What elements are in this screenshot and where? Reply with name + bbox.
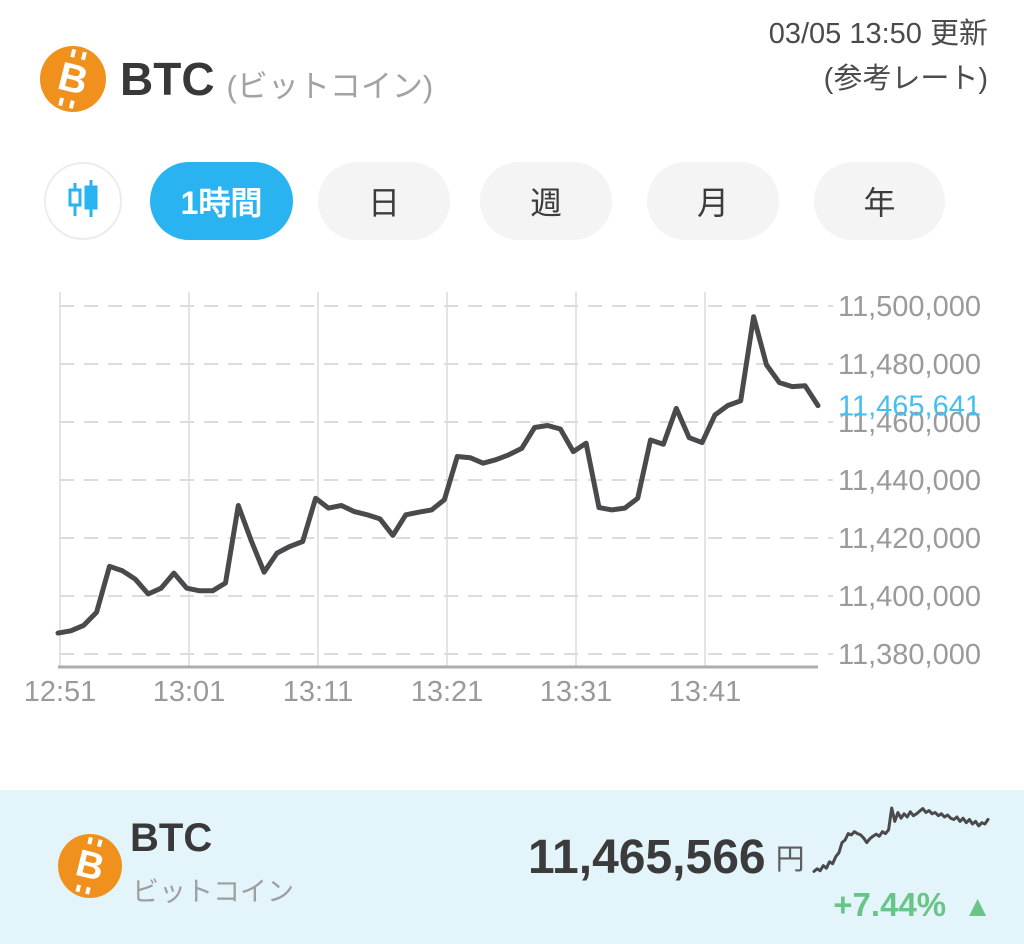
bitcoin-logo-icon: B (58, 834, 122, 898)
bitcoin-logo-icon: B (40, 46, 106, 112)
change-percent: +7.44% (833, 886, 947, 923)
reference-rate-note: (参考レート) (823, 63, 988, 95)
current-price-label: 11,465,641 (838, 391, 981, 423)
page-title-coin-code: BTC (120, 53, 215, 105)
tab-week[interactable]: 週 (480, 162, 612, 240)
tab-year[interactable]: 年 (814, 162, 945, 240)
y-axis-label: 11,380,000 (838, 639, 981, 671)
price-line-chart[interactable]: 12:51 13:01 13:11 13:21 13:31 13:41 11,500,000… (0, 250, 1024, 730)
tab-month[interactable]: 月 (647, 162, 779, 240)
coin-summary-card[interactable]: B BTC ビットコイン 11,465,566 円 +7.44% ▲ (0, 790, 1024, 944)
y-axis-label: 11,400,000 (838, 581, 981, 613)
sparkline-chart (812, 806, 990, 873)
x-axis-label: 13:01 (153, 676, 226, 708)
x-axis-label: 12:51 (24, 676, 97, 708)
price-value: 11,465,566 (528, 831, 766, 884)
current-price: 11,465,566 円 (528, 830, 805, 885)
x-axis-label: 13:31 (540, 676, 613, 708)
candlestick-chart-icon (61, 177, 105, 226)
period-toolbar: 1時間 日 週 月 年 (0, 162, 1024, 240)
y-axis-label: 11,440,000 (838, 465, 981, 497)
updated-timestamp: 03/05 13:50 更新 (768, 18, 988, 50)
coin-code: BTC (130, 816, 213, 860)
x-axis-label: 13:41 (669, 676, 742, 708)
coin-name: ビットコイン (132, 877, 294, 907)
y-axis-label: 11,420,000 (838, 523, 981, 555)
candlestick-toggle-button[interactable] (44, 162, 122, 240)
up-triangle-icon: ▲ (963, 891, 992, 923)
price-line (55, 314, 821, 636)
y-axis-label: 11,460,000 (838, 407, 981, 439)
tab-day[interactable]: 日 (318, 162, 450, 240)
change-percent-badge: +7.44% ▲ (833, 886, 992, 924)
currency-label: 円 (775, 844, 805, 876)
update-info: 03/05 13:50 更新 (参考レート) (769, 12, 988, 102)
sparkline-path (812, 806, 990, 873)
page-title-coin-name: (ビットコイン) (226, 68, 434, 104)
x-axis-label: 13:11 (283, 676, 353, 708)
tab-1hour[interactable]: 1時間 (150, 162, 293, 240)
x-axis-label: 13:21 (411, 676, 484, 708)
y-axis-label: 11,480,000 (838, 349, 981, 381)
y-axis-label: 11,500,000 (838, 291, 981, 323)
coin-header: B BTC (ビットコイン) (40, 46, 433, 112)
